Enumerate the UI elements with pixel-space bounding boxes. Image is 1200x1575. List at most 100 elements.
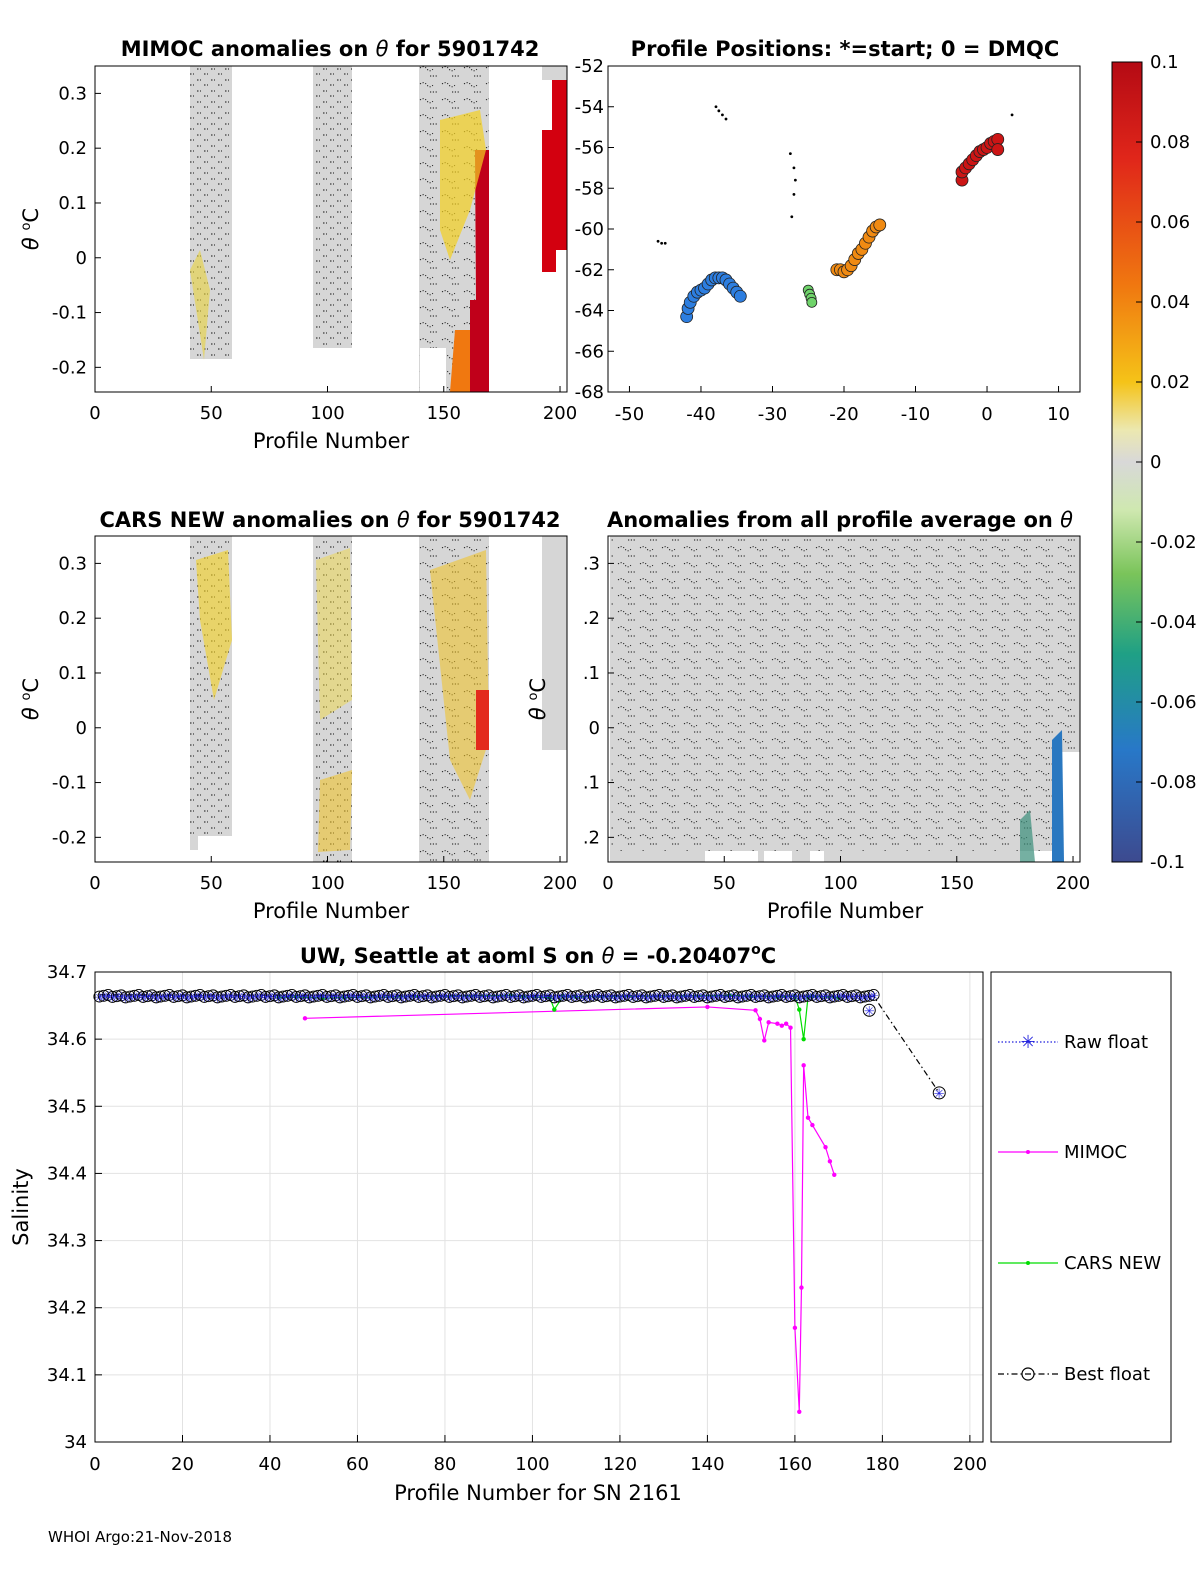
raw-float-point: ✳ bbox=[287, 989, 297, 1003]
salinity-plot-area bbox=[95, 972, 983, 1442]
lon-tick-label: -20 bbox=[829, 404, 858, 425]
raw-float-point: ✳ bbox=[742, 990, 752, 1004]
profile-position-marker bbox=[733, 289, 747, 303]
lat-tick-label: -68 bbox=[575, 382, 604, 403]
best-float-point bbox=[504, 991, 517, 1003]
mimoc-hot-region bbox=[542, 80, 567, 272]
raw-float-point: ✳ bbox=[457, 991, 467, 1005]
mimoc-point bbox=[783, 1021, 789, 1026]
raw-float-point: ✳ bbox=[370, 991, 380, 1005]
footer-credit: WHOI Argo:21-Nov-2018 bbox=[48, 1528, 232, 1546]
mimoc-x-label: Profile Number bbox=[253, 429, 410, 453]
raw-float-point: ✳ bbox=[112, 990, 122, 1004]
dmqc-position-dot bbox=[656, 239, 660, 243]
raw-float-point: ✳ bbox=[304, 991, 314, 1005]
raw-float-point: ✳ bbox=[366, 991, 376, 1005]
salinity-x-tick-label: 180 bbox=[865, 1454, 899, 1475]
cars-point bbox=[801, 1036, 806, 1042]
allavg-axes-box bbox=[607, 535, 1081, 863]
x-tick-label: 50 bbox=[200, 873, 223, 894]
lon-tick-label: -10 bbox=[901, 404, 930, 425]
best-float-point bbox=[320, 991, 333, 1003]
best-float-point bbox=[93, 990, 106, 1003]
legend-raw-marker: ✳ bbox=[1020, 1032, 1035, 1053]
best-float-point bbox=[793, 991, 806, 1004]
raw-float-point: ✳ bbox=[519, 991, 529, 1005]
raw-float-point: ✳ bbox=[107, 991, 117, 1005]
raw-float-point: ✳ bbox=[807, 989, 817, 1003]
mimoc-hot-region bbox=[462, 150, 489, 392]
raw-float-point: ✳ bbox=[523, 991, 533, 1005]
y-tick-label: 0.3 bbox=[58, 553, 87, 574]
raw-float-point: ✳ bbox=[296, 990, 306, 1004]
colorbar-tick-label: 0 bbox=[1150, 452, 1161, 473]
raw-float-point: ✳ bbox=[711, 990, 721, 1004]
best-float-point bbox=[119, 991, 132, 1004]
best-float-point bbox=[535, 991, 548, 1003]
best-float-point bbox=[841, 991, 854, 1003]
raw-float-point: ✳ bbox=[317, 989, 327, 1003]
cars-warm-region bbox=[196, 550, 232, 700]
cars-anomaly-panel: CARS NEW anomalies on θ for 5901742 0 50 1… bbox=[19, 508, 577, 923]
dmqc-position-dot bbox=[724, 117, 728, 121]
positions-axes-box bbox=[607, 65, 1081, 393]
best-float-point bbox=[718, 991, 731, 1003]
best-float-point bbox=[259, 991, 272, 1003]
best-float-point bbox=[97, 989, 110, 1002]
raw-float-point: ✳ bbox=[602, 990, 612, 1004]
mimoc-data-block bbox=[190, 66, 232, 359]
legend-best-label: Best float bbox=[1064, 1364, 1150, 1385]
salinity-y-tick-label: 34 bbox=[64, 1432, 87, 1453]
raw-float-point: ✳ bbox=[597, 991, 607, 1005]
best-float-point bbox=[465, 989, 478, 1002]
raw-float-point: ✳ bbox=[834, 990, 844, 1004]
raw-float-point: ✳ bbox=[269, 989, 279, 1003]
raw-float-point: ✳ bbox=[282, 990, 292, 1004]
raw-float-point: ✳ bbox=[584, 991, 594, 1005]
raw-float-point: ✳ bbox=[855, 991, 865, 1005]
raw-float-point: ✳ bbox=[243, 991, 253, 1005]
best-float-point bbox=[229, 991, 241, 1003]
raw-float-point: ✳ bbox=[221, 990, 231, 1004]
raw-float-point: ✳ bbox=[326, 990, 336, 1004]
raw-float-point: ✳ bbox=[545, 989, 555, 1003]
raw-float-point: ✳ bbox=[632, 990, 642, 1004]
mimoc-point bbox=[788, 1025, 793, 1030]
best-float-point bbox=[325, 990, 338, 1003]
colorbar-tick-label: 0.1 bbox=[1150, 52, 1179, 73]
raw-float-point: ✳ bbox=[615, 991, 625, 1005]
raw-float-point: ✳ bbox=[247, 991, 257, 1005]
best-float-point bbox=[202, 990, 215, 1003]
legend-best-marker bbox=[1021, 1367, 1035, 1381]
raw-float-point: ✳ bbox=[759, 989, 769, 1003]
raw-float-point: ✳ bbox=[142, 990, 152, 1004]
raw-float-point: ✳ bbox=[436, 990, 446, 1004]
raw-float-point: ✳ bbox=[151, 991, 161, 1005]
best-float-point bbox=[167, 991, 180, 1003]
colorbar-tick-label: -0.1 bbox=[1150, 852, 1185, 873]
best-float-point bbox=[307, 990, 320, 1003]
cars-data-block bbox=[190, 836, 198, 850]
salinity-x-tick-label: 100 bbox=[515, 1454, 549, 1475]
raw-float-point: ✳ bbox=[589, 990, 599, 1004]
best-float-point bbox=[473, 991, 486, 1003]
best-float-point bbox=[364, 991, 377, 1004]
x-tick-label: 150 bbox=[940, 873, 974, 894]
mimoc-point bbox=[775, 1021, 780, 1026]
best-float-point bbox=[430, 990, 443, 1003]
raw-float-point: ✳ bbox=[427, 991, 437, 1005]
allavg-x-label: Profile Number bbox=[767, 899, 924, 923]
raw-float-point: ✳ bbox=[663, 990, 673, 1004]
salinity-legend: ✳ Raw float MIMOC CARS NEW Best float bbox=[990, 971, 1172, 1443]
legend-cars-marker bbox=[1026, 1261, 1030, 1265]
raw-float-point: ✳ bbox=[226, 989, 236, 1003]
raw-float-point: ✳ bbox=[689, 991, 699, 1005]
salinity-y-tick-label: 34.4 bbox=[47, 1163, 87, 1184]
mimoc-point bbox=[832, 1172, 837, 1177]
lon-tick-label: -30 bbox=[758, 404, 787, 425]
raw-float-point: ✳ bbox=[847, 990, 857, 1004]
raw-float-point: ✳ bbox=[820, 989, 830, 1003]
raw-float-point: ✳ bbox=[676, 991, 686, 1005]
y-tick-label: .3 bbox=[583, 553, 600, 574]
